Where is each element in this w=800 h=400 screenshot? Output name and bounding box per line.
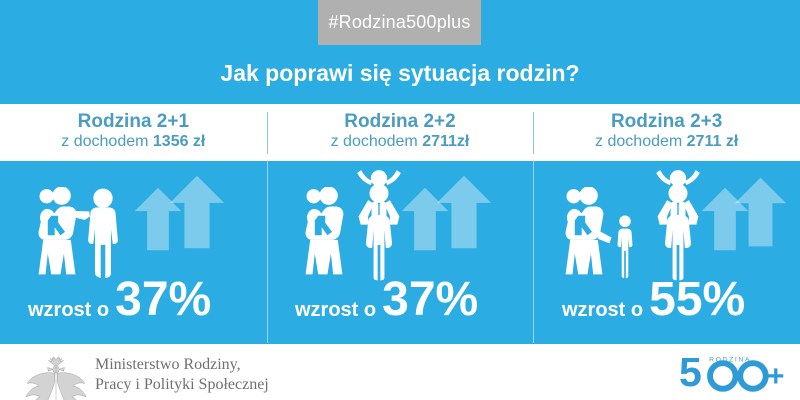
svg-text:+: +	[767, 360, 784, 392]
svg-text:5: 5	[679, 349, 702, 392]
